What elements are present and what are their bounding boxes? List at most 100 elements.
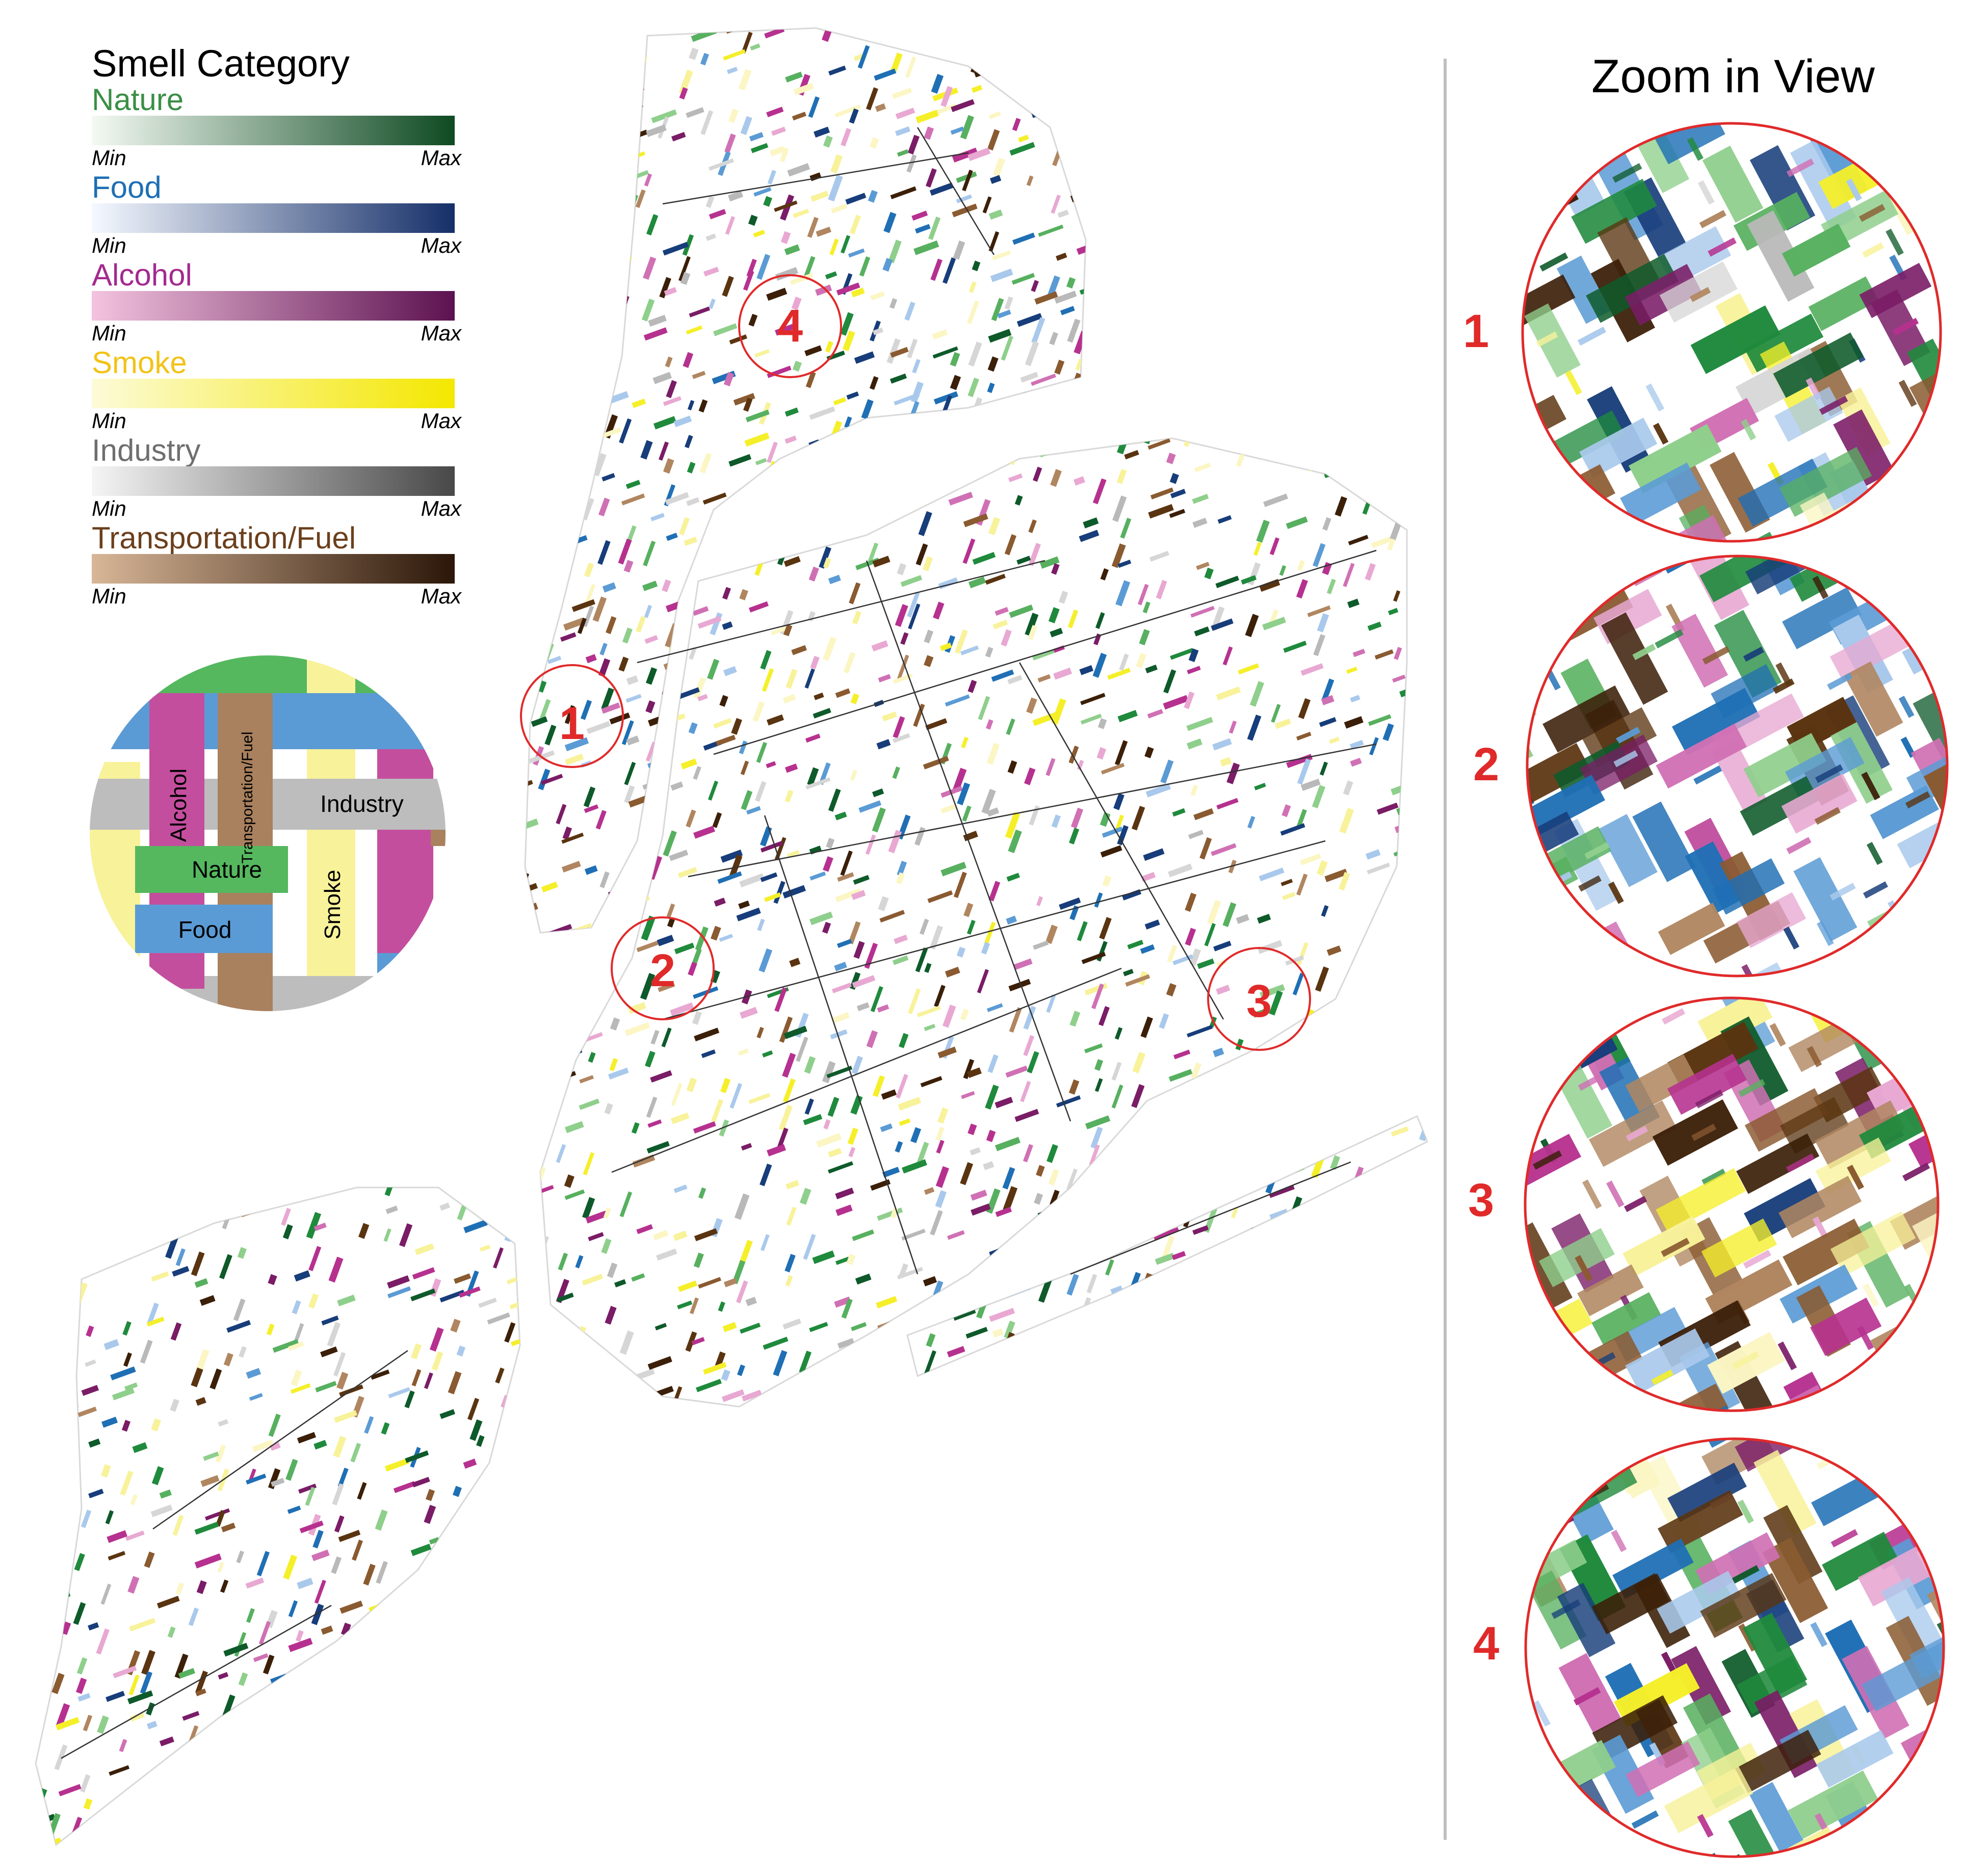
map-smell-mark: [1269, 1354, 1287, 1364]
map-smell-mark: [1392, 980, 1407, 994]
zoom-smell-mark: [1737, 1499, 1754, 1524]
map-smell-mark: [846, 1253, 856, 1265]
zoom-smell-mark: [1526, 1452, 1541, 1545]
map-smell-mark: [823, 477, 835, 500]
map-smell-mark: [930, 1210, 943, 1236]
map-smell-mark: [384, 1187, 395, 1197]
map-smell-mark: [210, 1815, 224, 1840]
map-smell-mark: [966, 35, 976, 52]
map-smell-mark: [944, 517, 959, 544]
zoom-smell-mark: [1833, 409, 1895, 486]
map-smell-mark: [1123, 969, 1134, 976]
map-smell-mark: [803, 1234, 816, 1260]
map-smell-mark: [967, 1123, 977, 1136]
zoom-smell-mark: [1913, 887, 1947, 976]
map-smell-mark: [562, 458, 584, 471]
zoom-view-1[interactable]: [1520, 121, 1943, 544]
map-highlight-3[interactable]: 3: [1207, 947, 1311, 1051]
map-smell-mark: [937, 797, 950, 807]
map-smell-mark: [577, 213, 587, 228]
map-smell-mark: [658, 982, 675, 992]
zoom-smell-mark: [1535, 174, 1552, 198]
map-smell-mark: [1011, 273, 1035, 285]
map-smell-mark: [1263, 493, 1288, 507]
map-smell-mark: [272, 1339, 299, 1353]
map-smell-mark: [246, 1368, 261, 1379]
map-smell-mark: [721, 438, 741, 439]
map-smell-mark: [837, 872, 854, 882]
map-smell-mark: [555, 48, 566, 67]
map-smell-mark: [984, 921, 996, 945]
map-smell-mark: [1056, 1095, 1081, 1107]
map-smell-mark: [1234, 1277, 1248, 1286]
map-smell-mark: [758, 948, 773, 973]
map-smell-mark: [705, 233, 716, 241]
map-smell-mark: [1007, 760, 1017, 774]
map-smell-mark: [1370, 1006, 1380, 1022]
map-smell-mark: [961, 1091, 975, 1099]
zoom-view-2[interactable]: [1525, 553, 1950, 979]
map-smell-mark: [911, 210, 928, 221]
map-smell-mark: [989, 1308, 1015, 1322]
map-smell-mark: [144, 1551, 155, 1568]
map-smell-mark: [223, 1745, 234, 1753]
map-smell-mark: [281, 1207, 291, 1226]
map-smell-mark: [1144, 746, 1154, 758]
zoom-view-3[interactable]: [1523, 995, 1941, 1413]
map-smell-mark: [59, 1404, 80, 1414]
zoom-smell-mark: [1862, 1642, 1944, 1712]
map-smell-mark: [1170, 489, 1186, 498]
map-smell-mark: [828, 1161, 853, 1174]
zoom-smell-mark: [1620, 462, 1702, 525]
map-smell-mark: [974, 65, 995, 77]
map-smell-mark: [588, 1232, 604, 1242]
zoom-smell-mark: [1903, 1820, 1944, 1857]
map-smell-mark: [796, 1037, 808, 1062]
zoom-smell-mark: [1632, 801, 1696, 882]
map-smell-mark: [1114, 1027, 1123, 1040]
map-smell-mark: [310, 1672, 327, 1683]
map-highlight-4[interactable]: 4: [738, 274, 842, 378]
zoom-smell-mark: [1816, 1730, 1894, 1788]
zoom-smell-mark: [1754, 1449, 1817, 1536]
map-smell-mark: [540, 1185, 554, 1195]
map-smell-mark: [170, 1398, 179, 1412]
map-smell-mark: [298, 1483, 317, 1494]
map-smell-mark: [1187, 738, 1202, 750]
map-smell-mark: [725, 216, 736, 235]
map-smell-mark: [84, 1359, 96, 1367]
zoom-view-4[interactable]: [1523, 1436, 1946, 1859]
map-smell-mark: [866, 1030, 878, 1048]
map-smell-mark: [1152, 1214, 1163, 1230]
map-smell-mark: [1018, 135, 1029, 143]
legend-rows: Nature Min Max Food Min Max Alcohol Min Max Smoke…: [89, 84, 461, 610]
map-smell-mark: [950, 352, 960, 367]
map-smell-mark: [680, 272, 691, 285]
map-smell-mark: [881, 679, 893, 700]
map-smell-mark: [907, 338, 918, 359]
zoom-smell-mark: [1655, 123, 1725, 165]
map-smell-mark: [829, 420, 843, 442]
map-marker-3: 3: [1246, 976, 1272, 1027]
map-smell-mark: [607, 1262, 618, 1278]
map-smell-mark: [1131, 806, 1145, 831]
map-highlight-1[interactable]: 1: [520, 664, 624, 768]
map-smell-mark: [1374, 649, 1394, 660]
map-smell-mark: [382, 1653, 394, 1674]
map-smell-mark: [1008, 786, 1018, 803]
map-smell-mark: [716, 734, 736, 746]
map-smell-mark: [1269, 1208, 1289, 1221]
map-smell-mark: [429, 1782, 445, 1791]
map-smell-mark: [1066, 1168, 1078, 1191]
map-smell-mark: [245, 1577, 265, 1589]
map-smell-mark: [439, 1409, 456, 1419]
map-smell-mark: [929, 618, 951, 630]
map-smell-mark: [1286, 441, 1300, 452]
map-highlight-2[interactable]: 2: [611, 916, 715, 1020]
map-smell-mark: [237, 1247, 247, 1259]
map-smell-mark: [1166, 1396, 1176, 1407]
map-smell-mark: [42, 1555, 59, 1566]
map-smell-mark: [571, 599, 595, 612]
map-smell-mark: [1216, 985, 1231, 995]
map-smell-mark: [54, 1521, 72, 1533]
